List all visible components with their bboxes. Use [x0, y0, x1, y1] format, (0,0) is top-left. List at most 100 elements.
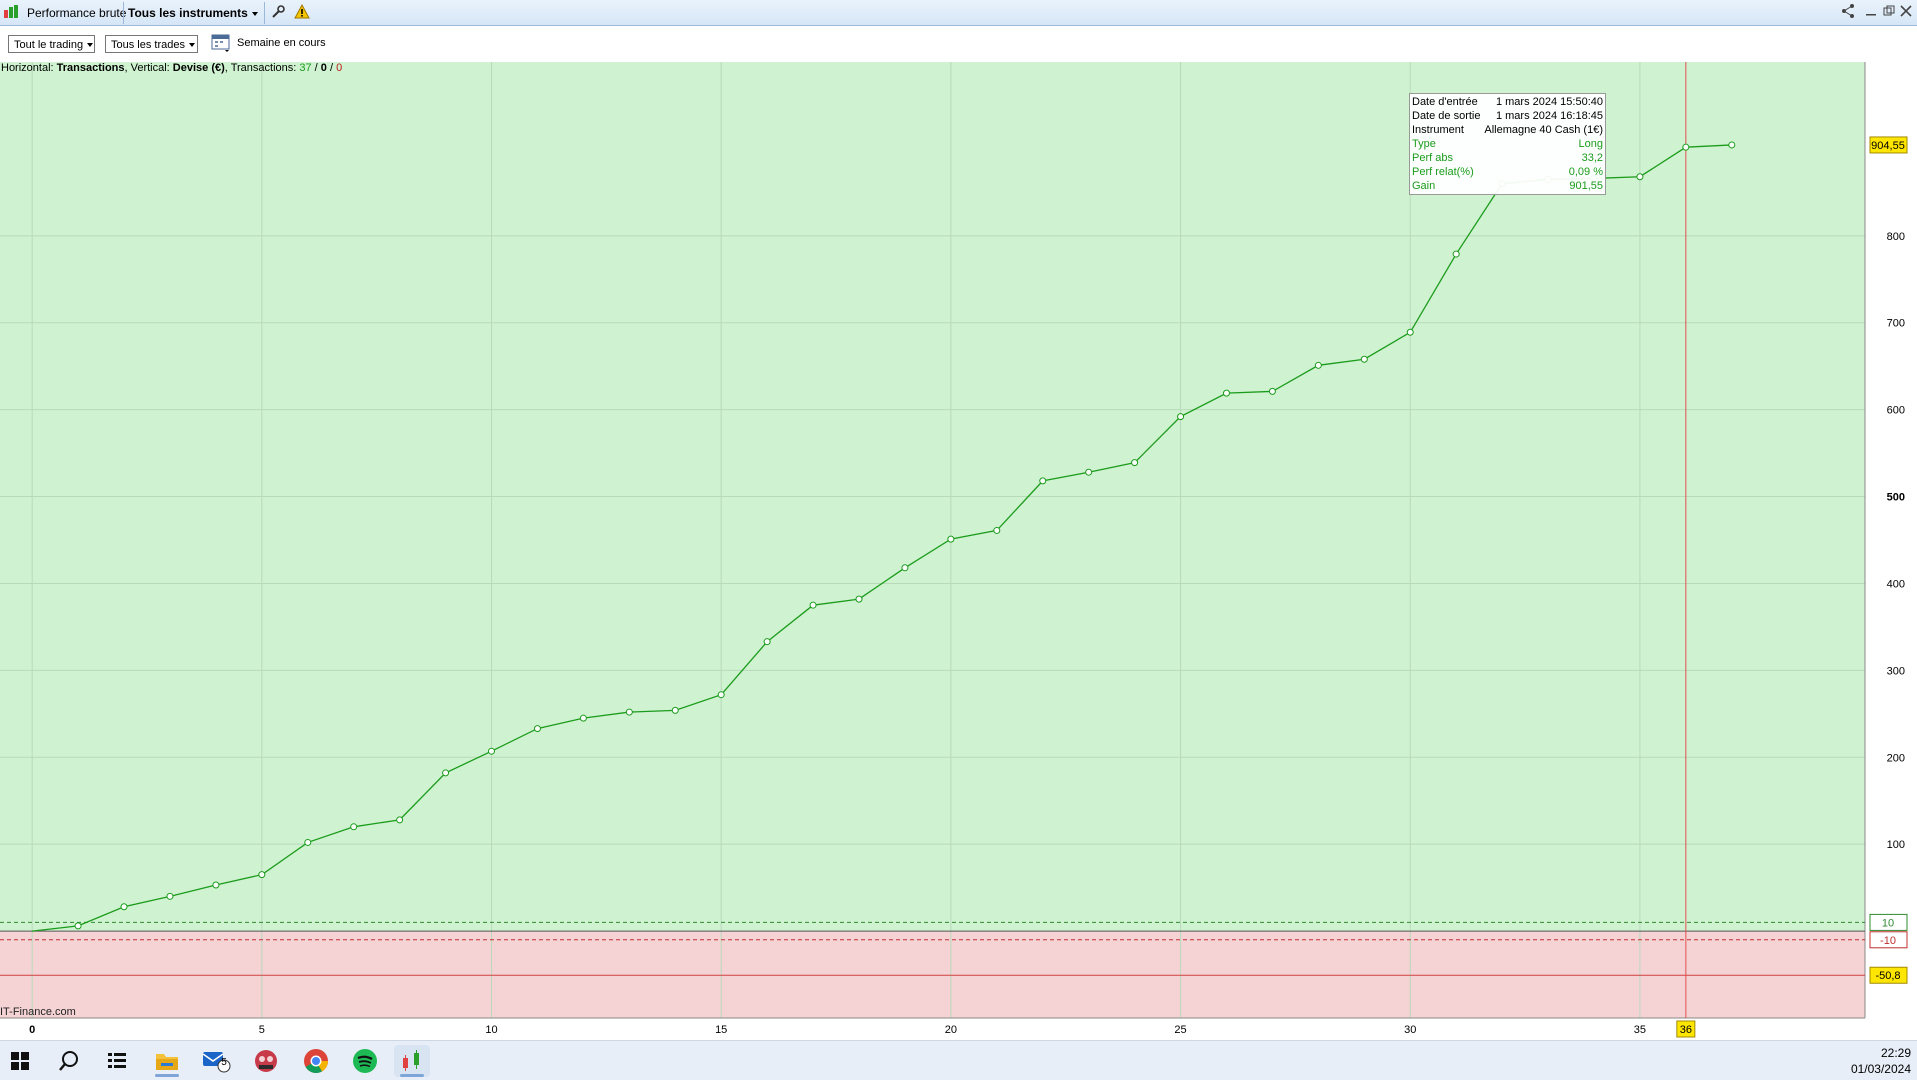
- tooltip-row: Instrument Allemagne 40 Cash (1€): [1412, 123, 1603, 137]
- tooltip-value: 0,09 %: [1568, 166, 1603, 178]
- data-point: [1131, 459, 1139, 467]
- data-point: [166, 892, 174, 900]
- chevron-down-icon: [87, 43, 94, 48]
- trade-tooltip: Date d'entrée 1 mars 2024 15:50:40 Date d…: [1409, 93, 1606, 195]
- tooltip-label: Type: [1412, 138, 1436, 150]
- game-app-icon[interactable]: [248, 1045, 284, 1077]
- data-point: [579, 714, 587, 722]
- chart-header: Horizontal: Transactions, Vertical: Devi…: [1, 62, 342, 74]
- header-horizontal-value: Transactions: [56, 62, 125, 74]
- share-icon[interactable]: [1839, 3, 1857, 23]
- titlebar-divider: [264, 2, 265, 24]
- data-point: [625, 708, 633, 716]
- lower-threshold-badge-box: [1869, 931, 1908, 949]
- data-point: [74, 922, 82, 930]
- last-value-badge-box: [1869, 136, 1908, 154]
- calendar-icon[interactable]: [211, 33, 231, 56]
- x-tick-label: 10: [485, 1024, 497, 1036]
- cursor-x-badge: 36: [1680, 1024, 1692, 1036]
- instrument-selector-label: Tous les instruments: [128, 6, 248, 20]
- x-tick-label: 15: [715, 1024, 727, 1036]
- drawdown-badge: -50,8: [1875, 970, 1900, 982]
- restore-icon[interactable]: [1880, 3, 1898, 23]
- title-bar: Performance brute Tous les instruments: [0, 0, 1917, 26]
- search-icon[interactable]: [51, 1045, 87, 1077]
- data-point: [717, 691, 725, 699]
- close-icon[interactable]: [1897, 3, 1915, 23]
- tooltip-value: 1 mars 2024 16:18:45: [1495, 110, 1603, 122]
- trades-filter-label: Tous les trades: [111, 39, 185, 51]
- minimize-icon[interactable]: [1862, 3, 1880, 23]
- data-point: [993, 526, 1001, 534]
- header-transactions-winning: 37: [299, 62, 312, 74]
- header-transactions-losing: 0: [336, 62, 343, 74]
- file-explorer-icon[interactable]: [149, 1045, 185, 1077]
- wrench-icon[interactable]: [270, 4, 286, 24]
- data-point: [350, 823, 358, 831]
- header-transactions-neutral: 0: [320, 62, 327, 74]
- chrome-icon[interactable]: [298, 1045, 334, 1077]
- tooltip-value: 901,55: [1569, 180, 1603, 192]
- filter-toolbar: Tout le trading Tous les trades Semaine …: [0, 26, 1917, 60]
- data-point: [809, 601, 817, 609]
- tooltip-label: Perf abs: [1412, 152, 1453, 164]
- data-point: [304, 838, 312, 846]
- y-tick-label: 400: [1887, 578, 1905, 590]
- data-point: [212, 881, 220, 889]
- windows-start-icon[interactable]: [2, 1045, 38, 1077]
- data-point: [1222, 389, 1230, 397]
- data-point: [533, 725, 541, 733]
- active-indicator: [400, 1074, 424, 1077]
- tooltip-label: Perf relat(%): [1412, 166, 1474, 178]
- tooltip-value: 1 mars 2024 15:50:40: [1495, 96, 1603, 108]
- tooltip-label: Date d'entrée: [1412, 96, 1478, 108]
- drawdown-badge-box: [1869, 966, 1908, 984]
- upper-threshold-badge-box: [1869, 913, 1908, 931]
- data-point: [1360, 355, 1368, 363]
- data-point: [763, 638, 771, 646]
- data-point: [258, 871, 266, 879]
- tooltip-label: Instrument: [1412, 124, 1464, 136]
- x-tick-label: 5: [259, 1024, 265, 1036]
- data-point: [947, 535, 955, 543]
- x-tick-label: 0: [29, 1024, 35, 1036]
- chevron-down-icon: [188, 43, 195, 48]
- y-tick-label: 100: [1887, 839, 1905, 851]
- mail-icon[interactable]: 5: [199, 1045, 235, 1077]
- header-horizontal-prefix: Horizontal:: [1, 62, 57, 74]
- trades-filter-dropdown[interactable]: Tous les trades: [105, 35, 198, 53]
- data-point: [1268, 387, 1276, 395]
- performance-icon: [3, 4, 19, 24]
- performance-chart[interactable]: 100 200 300 400 500 600 700 800 0 5 10 15 20 25 30 35 90…: [0, 60, 1917, 1040]
- tooltip-value: Long: [1578, 138, 1603, 150]
- instrument-selector[interactable]: Tous les instruments: [128, 3, 258, 23]
- spotify-icon[interactable]: [347, 1045, 383, 1077]
- cursor-x-badge-box: [1676, 1020, 1696, 1038]
- tab-performance-brute[interactable]: Performance brute: [27, 6, 127, 20]
- data-point: [1682, 143, 1690, 151]
- task-view-icon[interactable]: [99, 1045, 135, 1077]
- data-point: [1728, 141, 1736, 149]
- chevron-down-icon: [251, 11, 258, 16]
- data-point: [1177, 413, 1185, 421]
- tooltip-value: Allemagne 40 Cash (1€): [1484, 124, 1603, 136]
- tooltip-row: Date d'entrée 1 mars 2024 15:50:40: [1412, 95, 1603, 109]
- lower-threshold-badge: -10: [1880, 935, 1896, 947]
- system-clock[interactable]: 22:29 01/03/2024: [1851, 1045, 1911, 1077]
- prorealtime-icon[interactable]: [394, 1045, 430, 1077]
- mail-badge: 5: [221, 1057, 227, 1068]
- taskbar: 5 22:29 01/03/2024: [0, 1040, 1917, 1080]
- equity-line: [32, 144, 1732, 932]
- y-tick-label: 500: [1887, 492, 1905, 504]
- header-separator: /: [326, 62, 337, 74]
- data-point: [120, 903, 128, 911]
- period-label[interactable]: Semaine en cours: [237, 37, 326, 49]
- data-point: [1039, 477, 1047, 485]
- warning-icon[interactable]: [294, 3, 310, 24]
- tooltip-label: Date de sortie: [1412, 110, 1481, 122]
- x-tick-label: 30: [1404, 1024, 1416, 1036]
- y-tick-label: 700: [1887, 318, 1905, 330]
- trading-filter-dropdown[interactable]: Tout le trading: [8, 35, 95, 53]
- x-tick-label: 25: [1174, 1024, 1186, 1036]
